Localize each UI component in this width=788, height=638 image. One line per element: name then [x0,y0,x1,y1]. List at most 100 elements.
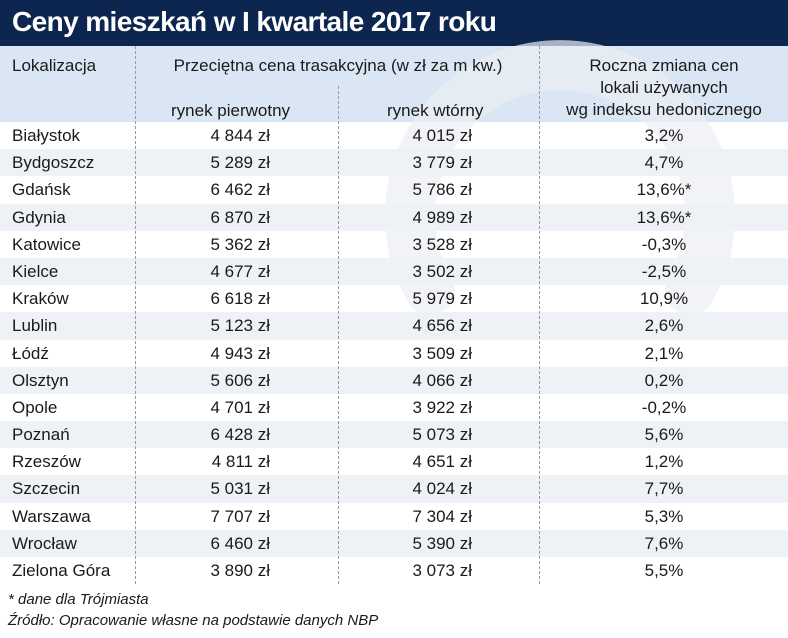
primary-price-cell: 4 811 zł [211,452,270,472]
table-row: Warszawa 7 707 zł 7 304 zł 5,3% [0,503,788,530]
primary-price-cell: 5 123 zł [210,316,270,336]
page-title: Ceny mieszkań w I kwartale 2017 roku [12,6,497,37]
secondary-price-cell: 4 989 zł [412,207,472,227]
change-cell: 7,7% [644,479,684,499]
primary-price-cell: 7 707 zł [210,506,270,526]
primary-price-cell: 5 362 zł [210,234,270,254]
primary-price-cell: 4 677 zł [210,261,270,281]
location-cell: Białystok [12,126,81,145]
table-row: Kielce 4 677 zł 3 502 zł -2,5% [0,257,788,286]
primary-price-cell: 5 289 zł [210,153,270,173]
location-cell: Gdańsk [12,180,71,200]
primary-price-cell: 5 606 zł [210,370,270,390]
secondary-price-cell: 4 024 zł [412,479,472,499]
secondary-price-cell: 4 015 zł [412,126,472,145]
primary-price-cell: 4 844 zł [210,126,270,145]
table-row: Gdynia 6 870 zł 4 989 zł 13,6%* [0,203,788,231]
change-cell: 4,7% [644,153,684,173]
secondary-price-cell: 4 066 zł [412,370,472,390]
location-cell: Szczecin [12,479,81,499]
secondary-price-cell: 3 509 zł [412,343,472,363]
column-divider [338,86,339,584]
change-cell: 1,2% [644,452,684,472]
table-row: Wrocław 6 460 zł 5 390 zł 7,6% [0,529,788,557]
table-row: Bydgoszcz 5 289 zł 3 779 zł 4,7% [0,149,788,177]
change-cell: 5,6% [644,425,684,445]
primary-price-cell: 6 428 zł [210,425,270,445]
table-row: Gdańsk 6 462 zł 5 786 zł 13,6%* [0,176,788,203]
location-cell: Bydgoszcz [12,153,95,173]
header-change-line1: Roczna zmiana cen [589,56,739,75]
column-divider [135,46,136,584]
secondary-price-cell: 3 779 zł [412,153,472,173]
location-cell: Kielce [12,261,59,281]
location-cell: Łódź [12,343,49,363]
change-cell: 5,3% [644,506,684,526]
header-secondary: rynek wtórny [387,101,484,120]
location-cell: Gdynia [12,207,66,227]
location-cell: Wrocław [12,533,77,553]
change-cell: 3,2% [644,126,684,145]
column-divider [539,46,540,584]
table-row: Zielona Góra 3 890 zł 3 073 zł 5,5% [0,557,788,584]
location-cell: Zielona Góra [12,561,111,580]
location-cell: Olsztyn [12,370,69,390]
secondary-price-cell: 3 922 zł [412,397,472,417]
table-body: Białystok 4 844 zł 4 015 zł 3,2% Bydgoszcz 5 … [0,122,788,584]
change-cell: 7,6% [644,533,684,553]
table-row: Rzeszów 4 811 zł 4 651 zł 1,2% [0,448,788,475]
table-row: Kraków 6 618 zł 5 979 zł 10,9% [0,285,788,312]
primary-price-cell: 3 890 zł [210,561,270,580]
primary-price-cell: 6 870 zł [210,207,270,227]
secondary-price-cell: 5 786 zł [412,180,472,200]
header-price-group: Przeciętna cena trasakcyjna (w zł za m k… [173,56,503,75]
location-cell: Opole [12,397,58,417]
change-cell: 10,9% [639,289,689,309]
primary-price-cell: 6 618 zł [210,289,270,309]
primary-price-cell: 6 460 zł [210,533,270,553]
location-cell: Kraków [12,289,69,309]
change-cell: 13,6%* [636,180,692,200]
primary-price-cell: 5 031 zł [210,479,270,499]
change-cell: 2,1% [644,343,684,363]
table-row: Poznań 6 428 zł 5 073 zł 5,6% [0,421,788,449]
location-cell: Lublin [12,316,58,336]
secondary-price-cell: 4 651 zł [412,452,472,472]
secondary-price-cell: 3 528 zł [412,234,472,254]
title-bar: Ceny mieszkań w I kwartale 2017 roku [0,0,788,46]
location-cell: Rzeszów [12,452,81,472]
header-change-line3: wg indeksu hedonicznego [566,100,762,119]
footnote: * dane dla Trójmiasta [8,591,149,608]
primary-price-cell: 4 943 zł [210,343,270,363]
change-cell: 2,6% [644,316,684,336]
secondary-price-cell: 7 304 zł [412,506,472,526]
change-cell: -0,2% [641,397,687,417]
header-primary: rynek pierwotny [171,101,291,120]
change-cell: 5,5% [644,561,684,580]
secondary-price-cell: 5 979 zł [412,289,472,309]
header-change-line2: lokali używanych [600,78,728,97]
header-location: Lokalizacja [12,56,97,75]
secondary-price-cell: 5 073 zł [412,425,472,445]
table-row: Szczecin 5 031 zł 4 024 zł 7,7% [0,475,788,503]
secondary-price-cell: 3 502 zł [412,261,472,281]
location-cell: Poznań [12,425,70,445]
primary-price-cell: 4 701 zł [210,397,270,417]
location-cell: Warszawa [12,506,91,526]
secondary-price-cell: 4 656 zł [412,316,472,336]
source-note: Źródło: Opracowanie własne na podstawie … [8,612,379,629]
table-row: Lublin 5 123 zł 4 656 zł 2,6% [0,312,788,340]
primary-price-cell: 6 462 zł [210,180,270,200]
location-cell: Katowice [12,234,81,254]
change-cell: 0,2% [644,370,684,390]
secondary-price-cell: 5 390 zł [412,533,472,553]
table-row: Opole 4 701 zł 3 922 zł -0,2% [0,394,788,421]
change-cell: 13,6%* [636,207,692,227]
table-row: Białystok 4 844 zł 4 015 zł 3,2% [0,122,788,149]
table-row: Katowice 5 362 zł 3 528 zł -0,3% [0,231,788,258]
change-cell: -0,3% [641,234,687,254]
secondary-price-cell: 3 073 zł [412,561,472,580]
change-cell: -2,5% [641,261,687,281]
table-row: Olsztyn 5 606 zł 4 066 zł 0,2% [0,366,788,394]
table-row: Łódź 4 943 zł 3 509 zł 2,1% [0,340,788,367]
